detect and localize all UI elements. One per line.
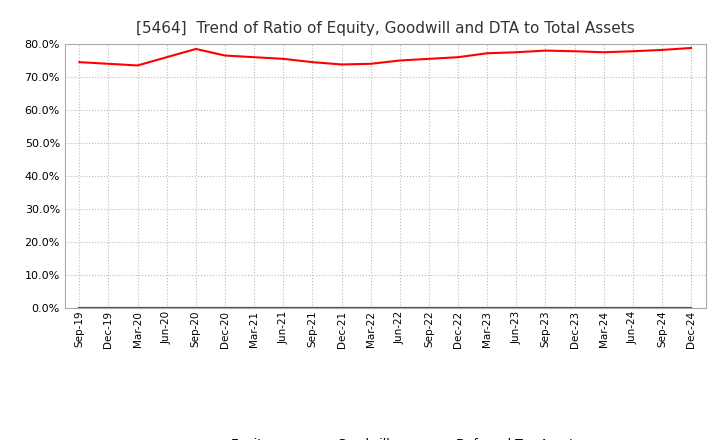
Deferred Tax Assets xyxy=(133,305,142,311)
Goodwill xyxy=(629,305,637,311)
Goodwill xyxy=(599,305,608,311)
Deferred Tax Assets xyxy=(483,305,492,311)
Deferred Tax Assets xyxy=(75,305,84,311)
Deferred Tax Assets xyxy=(192,305,200,311)
Goodwill xyxy=(483,305,492,311)
Deferred Tax Assets xyxy=(657,305,666,311)
Goodwill xyxy=(104,305,113,311)
Deferred Tax Assets xyxy=(279,305,287,311)
Equity xyxy=(337,62,346,67)
Equity xyxy=(220,53,229,58)
Equity xyxy=(250,55,258,60)
Deferred Tax Assets xyxy=(629,305,637,311)
Equity xyxy=(75,59,84,65)
Deferred Tax Assets xyxy=(425,305,433,311)
Deferred Tax Assets xyxy=(250,305,258,311)
Goodwill xyxy=(425,305,433,311)
Deferred Tax Assets xyxy=(308,305,317,311)
Goodwill xyxy=(75,305,84,311)
Equity xyxy=(570,48,579,54)
Deferred Tax Assets xyxy=(454,305,462,311)
Goodwill xyxy=(541,305,550,311)
Equity xyxy=(192,46,200,51)
Line: Equity: Equity xyxy=(79,48,691,66)
Goodwill xyxy=(337,305,346,311)
Equity xyxy=(657,47,666,52)
Deferred Tax Assets xyxy=(570,305,579,311)
Equity xyxy=(629,48,637,54)
Equity xyxy=(687,45,696,51)
Goodwill xyxy=(512,305,521,311)
Deferred Tax Assets xyxy=(541,305,550,311)
Equity xyxy=(279,56,287,62)
Goodwill xyxy=(133,305,142,311)
Deferred Tax Assets xyxy=(220,305,229,311)
Deferred Tax Assets xyxy=(337,305,346,311)
Legend: Equity, Goodwill, Deferred Tax Assets: Equity, Goodwill, Deferred Tax Assets xyxy=(184,433,586,440)
Goodwill xyxy=(163,305,171,311)
Equity xyxy=(104,61,113,66)
Goodwill xyxy=(279,305,287,311)
Deferred Tax Assets xyxy=(687,305,696,311)
Goodwill xyxy=(366,305,375,311)
Deferred Tax Assets xyxy=(104,305,113,311)
Goodwill xyxy=(687,305,696,311)
Goodwill xyxy=(395,305,404,311)
Equity xyxy=(163,55,171,60)
Equity xyxy=(541,48,550,53)
Equity xyxy=(133,63,142,68)
Deferred Tax Assets xyxy=(366,305,375,311)
Goodwill xyxy=(454,305,462,311)
Deferred Tax Assets xyxy=(512,305,521,311)
Equity xyxy=(425,56,433,62)
Title: [5464]  Trend of Ratio of Equity, Goodwill and DTA to Total Assets: [5464] Trend of Ratio of Equity, Goodwil… xyxy=(136,21,634,36)
Deferred Tax Assets xyxy=(163,305,171,311)
Goodwill xyxy=(657,305,666,311)
Deferred Tax Assets xyxy=(395,305,404,311)
Equity xyxy=(512,50,521,55)
Equity xyxy=(366,61,375,66)
Equity xyxy=(483,51,492,56)
Goodwill xyxy=(220,305,229,311)
Deferred Tax Assets xyxy=(599,305,608,311)
Goodwill xyxy=(250,305,258,311)
Goodwill xyxy=(192,305,200,311)
Equity xyxy=(395,58,404,63)
Equity xyxy=(599,50,608,55)
Goodwill xyxy=(308,305,317,311)
Equity xyxy=(454,55,462,60)
Goodwill xyxy=(570,305,579,311)
Equity xyxy=(308,59,317,65)
